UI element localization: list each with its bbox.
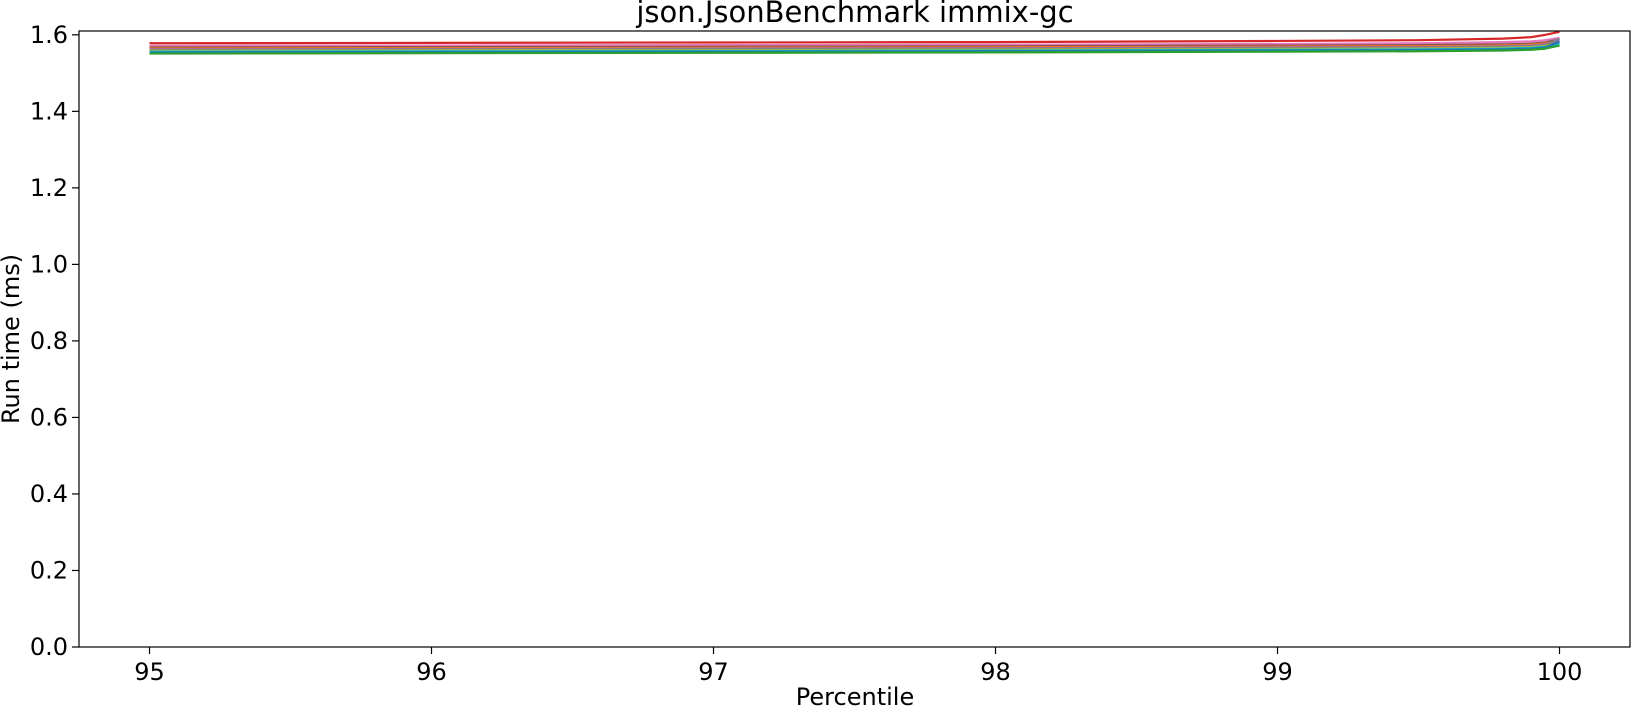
x-tick-label: 96 bbox=[416, 658, 447, 686]
y-tick-label: 1.2 bbox=[30, 174, 68, 202]
x-axis-title: Percentile bbox=[796, 683, 914, 710]
series-line-1 bbox=[149, 30, 1560, 45]
x-tick-label: 99 bbox=[1262, 658, 1293, 686]
x-tick-label: 98 bbox=[980, 658, 1011, 686]
y-axis-title: Run time (ms) bbox=[0, 254, 25, 424]
series-line-10 bbox=[149, 44, 1560, 55]
plot-area: 95 96 97 98 99 100 0.0 0.2 0.4 0.6 0.8 1.0 1.2 1.4 1.6 bbox=[30, 21, 1631, 686]
y-tick-label: 0.0 bbox=[30, 633, 68, 661]
plot-frame bbox=[78, 30, 1631, 648]
y-tick-label: 1.4 bbox=[30, 97, 68, 125]
y-tick-label: 1.6 bbox=[30, 21, 68, 49]
x-tick-label: 97 bbox=[698, 658, 729, 686]
x-tick-label: 95 bbox=[134, 658, 165, 686]
chart-title: json.JsonBenchmark immix-gc bbox=[635, 0, 1073, 29]
y-tick-label: 0.6 bbox=[30, 403, 68, 431]
y-tick-label: 1.0 bbox=[30, 250, 68, 278]
x-tick-label: 100 bbox=[1537, 658, 1583, 686]
y-tick-label: 0.8 bbox=[30, 327, 68, 355]
series-line-2 bbox=[149, 36, 1560, 48]
series-line-9 bbox=[149, 40, 1560, 54]
series-line-3 bbox=[149, 38, 1560, 49]
y-tick-label: 0.4 bbox=[30, 480, 68, 508]
y-tick-label: 0.2 bbox=[30, 556, 68, 584]
